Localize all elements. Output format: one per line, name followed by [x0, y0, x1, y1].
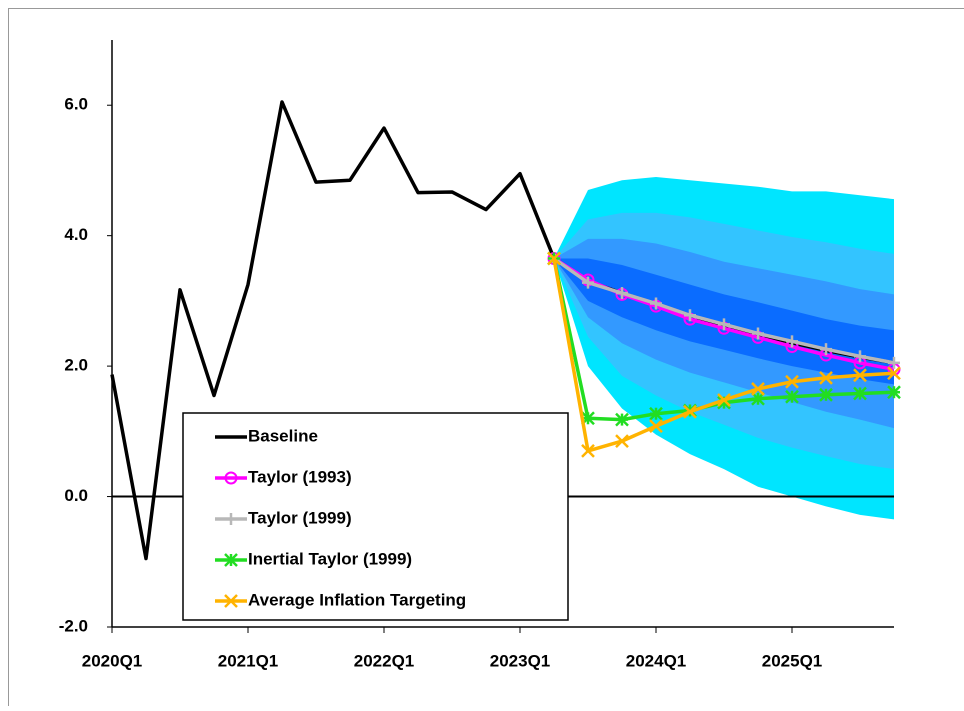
legend-label: Baseline — [248, 426, 318, 445]
point — [650, 408, 662, 420]
point — [616, 414, 628, 426]
point — [888, 386, 900, 398]
legend-label: Average Inflation Targeting — [248, 590, 466, 609]
x-tick-label: 2020Q1 — [82, 651, 143, 670]
x-tick-label: 2022Q1 — [354, 651, 415, 670]
legend-label: Inertial Taylor (1999) — [248, 549, 412, 568]
legend-label: Taylor (1993) — [248, 467, 352, 486]
y-tick-label: 6.0 — [64, 95, 88, 114]
y-tick-label: 0.0 — [64, 486, 88, 505]
y-tick-label: 2.0 — [64, 356, 88, 375]
legend-marker — [225, 554, 237, 566]
x-tick-label: 2024Q1 — [626, 651, 687, 670]
x-tick-label: 2023Q1 — [490, 651, 551, 670]
y-tick-label: -2.0 — [59, 616, 88, 635]
x-tick-label: 2021Q1 — [218, 651, 279, 670]
point — [854, 388, 866, 400]
point — [786, 391, 798, 403]
legend-label: Taylor (1999) — [248, 508, 352, 527]
legend-box — [183, 413, 568, 620]
point — [820, 389, 832, 401]
x-tick-label: 2025Q1 — [762, 651, 823, 670]
y-tick-label: 4.0 — [64, 225, 88, 244]
